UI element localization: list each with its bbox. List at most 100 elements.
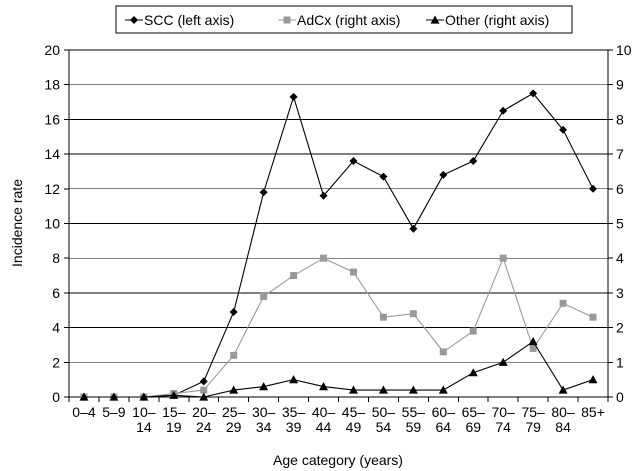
legend-label: Other (right axis): [445, 12, 549, 28]
grid-layer: [69, 49, 608, 363]
x-tick-label: 75–: [521, 404, 545, 420]
data-point: [409, 224, 418, 233]
data-point: [319, 191, 328, 200]
x-tick-label: 34: [256, 419, 272, 435]
right-y-tick-label: 8: [616, 111, 624, 127]
left-y-tick-label: 4: [52, 320, 60, 336]
data-point: [230, 351, 238, 359]
data-point: [319, 382, 329, 391]
right-y-tick-label: 2: [616, 320, 624, 336]
x-tick-label: 85+: [581, 404, 605, 420]
x-tick-label: 14: [136, 419, 152, 435]
data-point: [529, 344, 537, 352]
x-tick-label: 70–: [492, 404, 516, 420]
series-line: [83, 92, 594, 398]
data-point: [200, 386, 208, 394]
data-point: [139, 392, 149, 401]
series-line: [83, 256, 594, 398]
x-tick-label: 45–: [342, 404, 366, 420]
legend: SCC (left axis) AdCx (right axis) Other (r…: [115, 5, 573, 34]
data-point: [290, 272, 298, 280]
left-y-tick-label: 20: [44, 42, 60, 58]
data-point: [528, 336, 538, 346]
x-tick-label: 64: [436, 419, 452, 435]
data-point: [408, 385, 418, 394]
data-point: [260, 292, 268, 300]
data-point: [379, 313, 387, 321]
data-point: [349, 157, 358, 166]
right-y-tick-label: 7: [616, 146, 624, 162]
x-tick-label: 29: [226, 419, 242, 435]
right-y-tick-label: 5: [616, 216, 624, 232]
left-y-tick-label: 12: [44, 181, 60, 197]
right-y-tick-label: 3: [616, 285, 624, 301]
x-tick-label: 30–: [252, 404, 276, 420]
x-tick-label: 55–: [402, 404, 426, 420]
x-tick-label: 54: [376, 419, 392, 435]
data-point: [588, 375, 598, 384]
x-tick-label: 44: [316, 419, 332, 435]
legend-label: AdCx (right axis): [297, 12, 400, 28]
x-tick-label: 40–: [312, 404, 336, 420]
data-point: [559, 299, 567, 307]
data-point: [469, 327, 477, 335]
data-point: [439, 348, 447, 356]
x-tick-label: 10–: [132, 404, 156, 420]
data-point: [348, 385, 358, 394]
x-tick-label: 79: [525, 419, 541, 435]
legend-swatch-marker: [130, 16, 138, 24]
right-y-tick-label: 0: [616, 389, 624, 405]
left-y-tick-label: 16: [44, 111, 60, 127]
data-point: [349, 268, 357, 276]
x-tick-label: 20–: [192, 404, 216, 420]
data-point: [229, 307, 238, 316]
data-point: [320, 254, 328, 262]
x-tick-label: 69: [465, 419, 481, 435]
data-point: [469, 157, 478, 166]
data-point: [559, 125, 568, 134]
data-point: [289, 92, 298, 101]
data-point: [379, 172, 388, 181]
left-y-tick-label: 14: [44, 146, 60, 162]
x-tick-label: 35–: [282, 404, 306, 420]
data-point: [498, 357, 508, 366]
x-tick-label: 39: [286, 419, 302, 435]
data-point: [589, 184, 598, 193]
data-point: [558, 385, 568, 394]
left-y-tick-label: 0: [52, 389, 60, 405]
legend-box: [115, 5, 573, 34]
data-point: [529, 89, 538, 98]
x-tick-label: 84: [555, 419, 571, 435]
data-point: [79, 392, 89, 401]
y-axis-title: Incidence rate: [9, 179, 25, 267]
left-y-tick-label: 8: [52, 250, 60, 266]
legend-label: SCC (left axis): [144, 12, 234, 28]
data-point: [259, 382, 269, 391]
data-point: [199, 377, 208, 386]
data-point: [438, 385, 448, 394]
right-y-tick-label: 4: [616, 250, 624, 266]
data-point: [499, 106, 508, 115]
legend-swatch-marker: [283, 16, 291, 24]
legend-swatch-marker: [430, 15, 440, 24]
data-point: [589, 313, 597, 321]
x-tick-label: 19: [166, 419, 182, 435]
left-y-tick-label: 10: [44, 216, 60, 232]
data-point: [169, 390, 179, 399]
x-tick-label: 25–: [222, 404, 246, 420]
x-tick-label: 59: [406, 419, 422, 435]
data-point: [439, 170, 448, 179]
x-tick-label: 74: [495, 419, 511, 435]
data-point: [229, 385, 239, 394]
x-axis-title: Age category (years): [273, 452, 403, 468]
x-tick-label: 50–: [372, 404, 396, 420]
series-group: [79, 336, 598, 401]
series-layer: [79, 89, 598, 401]
x-tick-label: 5–9: [102, 404, 126, 420]
left-y-tick-label: 2: [52, 354, 60, 370]
x-tick-label: 60–: [432, 404, 456, 420]
right-y-tick-label: 6: [616, 181, 624, 197]
